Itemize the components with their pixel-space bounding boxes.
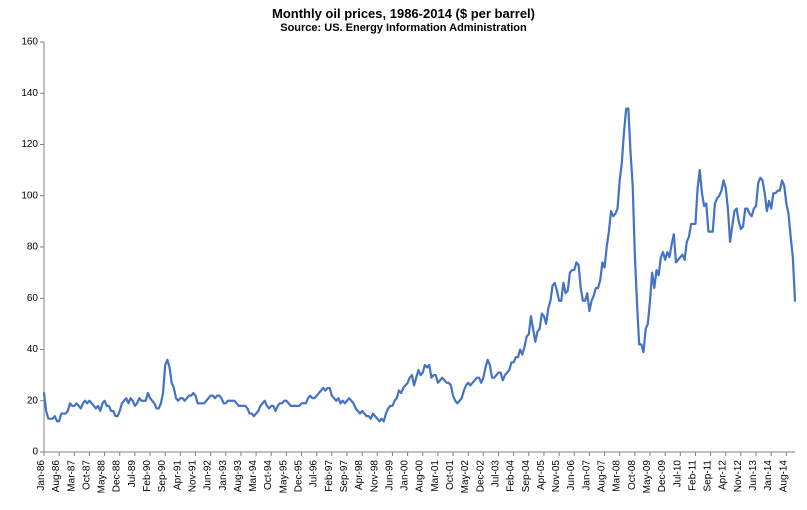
- oil-price-chart: Monthly oil prices, 1986-2014 ($ per bar…: [0, 0, 807, 510]
- x-tick-label: Jan-93: [218, 460, 229, 491]
- chart-titles: Monthly oil prices, 1986-2014 ($ per bar…: [0, 6, 807, 34]
- x-tick-label: Dec-02: [475, 460, 486, 493]
- x-tick-label: Mar-87: [66, 460, 77, 492]
- x-tick-label: Apr-05: [536, 460, 547, 490]
- x-tick-label: Aug-14: [778, 460, 789, 493]
- x-tick-label: Nov-91: [187, 460, 198, 493]
- y-tick-label: 20: [27, 395, 39, 406]
- x-tick-label: Jun-99: [384, 460, 395, 491]
- x-tick-label: May-95: [278, 460, 289, 494]
- x-tick-label: Nov-98: [369, 460, 380, 493]
- x-tick-label: Oct-08: [627, 460, 638, 490]
- x-tick-label: Aug-07: [597, 460, 608, 493]
- x-tick-label: Jul-96: [309, 460, 320, 488]
- x-tick-label: Dec-88: [112, 460, 123, 493]
- x-tick-label: Aug-93: [233, 460, 244, 493]
- x-tick-label: Nov-05: [551, 460, 562, 493]
- x-tick-label: Sep-90: [157, 460, 168, 493]
- x-tick-label: Oct-94: [263, 460, 274, 490]
- x-tick-label: May-88: [97, 460, 108, 494]
- x-tick-label: Mar-08: [612, 460, 623, 492]
- x-tick-label: May-09: [642, 460, 653, 494]
- x-tick-label: Sep-11: [703, 460, 714, 492]
- x-tick-label: Jun-92: [203, 460, 214, 491]
- x-tick-label: Jul-10: [672, 460, 683, 488]
- x-tick-label: Oct-01: [445, 460, 456, 490]
- chart-canvas: 0 20 40 60 80 100 120 140 160 Jan-86 Aug-86 Mar-87 O…: [0, 0, 807, 510]
- x-tick-label: Sep-97: [339, 460, 350, 493]
- x-tick-label: Dec-95: [294, 460, 305, 493]
- x-tick-label: Oct-87: [81, 460, 92, 490]
- x-tick-label: Aug-86: [51, 460, 62, 493]
- x-tick-label: Jul-89: [127, 460, 138, 488]
- x-tick-label: Apr-98: [354, 460, 365, 490]
- x-tick-label: Feb-11: [687, 460, 698, 491]
- y-tick-label: 140: [21, 88, 38, 99]
- x-tick-label: Mar-01: [430, 460, 441, 492]
- y-tick-label: 120: [21, 139, 38, 150]
- x-tick-label: Feb-04: [506, 460, 517, 492]
- x-tick-label: Feb-90: [142, 460, 153, 492]
- x-tick-label: May-02: [460, 460, 471, 494]
- y-tick-label: 160: [21, 37, 38, 48]
- y-tick-label: 80: [27, 242, 39, 253]
- x-tick-label: Jan-00: [400, 460, 411, 491]
- x-tick-label: Mar-94: [248, 460, 259, 492]
- x-tick-label: Aug-00: [415, 460, 426, 493]
- x-tick-label: Jun-13: [748, 460, 759, 491]
- chart-title: Monthly oil prices, 1986-2014 ($ per bar…: [0, 6, 807, 21]
- x-tick-label: Jan-86: [36, 460, 47, 491]
- x-tick-label: Jan-14: [763, 460, 774, 491]
- y-tick-label: 60: [27, 293, 39, 304]
- x-tick-label: Sep-04: [521, 460, 532, 493]
- x-tick-label: Apr-91: [172, 460, 183, 490]
- x-tick-label: Dec-09: [657, 460, 668, 493]
- x-tick-label: Jun-06: [566, 460, 577, 491]
- x-tick-label: Apr-12: [718, 460, 729, 490]
- x-tick-label: Feb-97: [324, 460, 335, 492]
- y-tick-label: 0: [32, 447, 38, 458]
- x-tick-label: Jul-03: [490, 460, 501, 488]
- x-tick-label: Nov-12: [733, 460, 744, 493]
- chart-subtitle: Source: US. Energy Information Administr…: [0, 22, 807, 34]
- x-tick-label: Jan-07: [581, 460, 592, 491]
- y-tick-label: 100: [21, 190, 38, 201]
- y-tick-label: 40: [27, 344, 39, 355]
